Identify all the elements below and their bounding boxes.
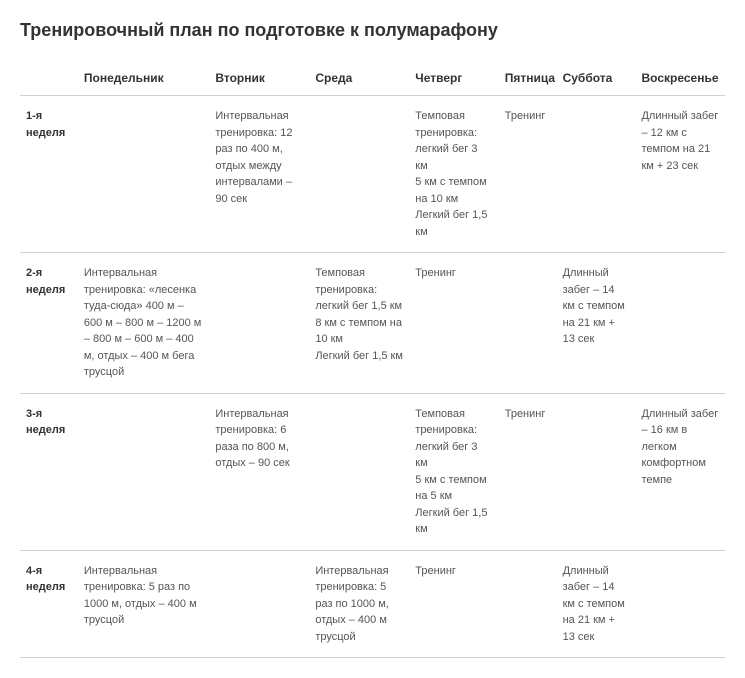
cell-sun	[635, 253, 725, 394]
table-row: 2-я неделя Интервальная тренировка: «лес…	[20, 253, 725, 394]
cell-fri	[499, 253, 557, 394]
cell-wed: Интервальная тренировка: 5 раз по 1000 м…	[309, 550, 409, 658]
cell-sun	[635, 550, 725, 658]
col-header-fri: Пятница	[499, 61, 557, 96]
week-label: 3-я неделя	[20, 393, 78, 550]
training-plan-table: Понедельник Вторник Среда Четверг Пятниц…	[20, 61, 725, 658]
col-header-thu: Четверг	[409, 61, 498, 96]
cell-mon: Интервальная тренировка: «лесенка туда-с…	[78, 253, 210, 394]
week-label: 1-я неделя	[20, 96, 78, 253]
table-header-row: Понедельник Вторник Среда Четверг Пятниц…	[20, 61, 725, 96]
week-label: 2-я неделя	[20, 253, 78, 394]
cell-thu: Темповая тренировка: легкий бег 3 км5 км…	[409, 393, 498, 550]
cell-sat	[557, 393, 636, 550]
cell-wed: Темповая тренировка: легкий бег 1,5 км8 …	[309, 253, 409, 394]
cell-thu: Тренинг	[409, 550, 498, 658]
col-header-tue: Вторник	[209, 61, 309, 96]
cell-sat: Длинный забег – 14 км с темпом на 21 км …	[557, 550, 636, 658]
col-header-sun: Воскресенье	[635, 61, 725, 96]
week-label: 4-я неделя	[20, 550, 78, 658]
cell-mon	[78, 393, 210, 550]
col-header-wed: Среда	[309, 61, 409, 96]
cell-thu: Темповая тренировка: легкий бег 3 км5 км…	[409, 96, 498, 253]
cell-tue: Интервальная тренировка: 12 раз по 400 м…	[209, 96, 309, 253]
col-header-mon: Понедельник	[78, 61, 210, 96]
cell-sat: Длинный забег – 14 км с темпом на 21 км …	[557, 253, 636, 394]
col-header-sat: Суббота	[557, 61, 636, 96]
cell-fri: Тренинг	[499, 393, 557, 550]
table-row: 3-я неделя Интервальная тренировка: 6 ра…	[20, 393, 725, 550]
cell-sun: Длинный забег – 12 км с темпом на 21 км …	[635, 96, 725, 253]
cell-sat	[557, 96, 636, 253]
cell-fri	[499, 550, 557, 658]
cell-thu: Тренинг	[409, 253, 498, 394]
cell-mon: Интервальная тренировка: 5 раз по 1000 м…	[78, 550, 210, 658]
cell-wed	[309, 96, 409, 253]
page-title: Тренировочный план по подготовке к полум…	[20, 20, 725, 41]
cell-tue: Интервальная тренировка: 6 раза по 800 м…	[209, 393, 309, 550]
cell-fri: Тренинг	[499, 96, 557, 253]
cell-sun: Длинный забег – 16 км в легком комфортно…	[635, 393, 725, 550]
cell-mon	[78, 96, 210, 253]
cell-tue	[209, 550, 309, 658]
cell-tue	[209, 253, 309, 394]
cell-wed	[309, 393, 409, 550]
table-row: 1-я неделя Интервальная тренировка: 12 р…	[20, 96, 725, 253]
col-header-week	[20, 61, 78, 96]
table-row: 4-я неделя Интервальная тренировка: 5 ра…	[20, 550, 725, 658]
